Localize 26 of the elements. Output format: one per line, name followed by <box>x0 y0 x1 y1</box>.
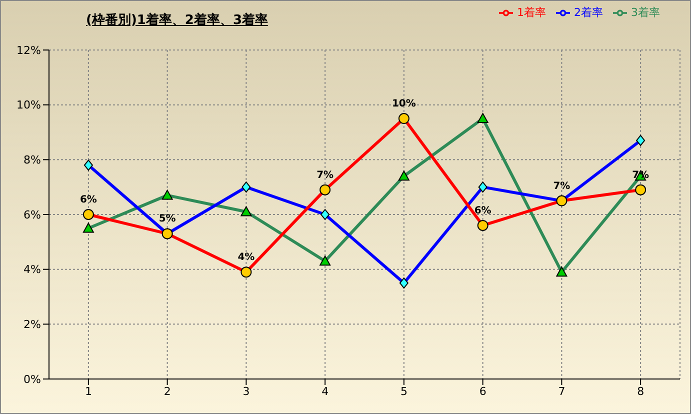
data-label: 6% <box>80 194 97 206</box>
x-tick-label: 8 <box>637 384 644 398</box>
x-tick-label: 6 <box>479 384 486 398</box>
x-tick-label: 5 <box>400 384 408 398</box>
y-tick-label: 6% <box>24 208 41 222</box>
y-tick-label: 4% <box>24 263 41 276</box>
x-tick-label: 4 <box>322 384 329 398</box>
data-label: 7% <box>316 170 334 181</box>
y-tick-label: 8% <box>24 154 41 167</box>
x-tick-label: 3 <box>242 384 250 398</box>
data-label: 7% <box>553 180 570 192</box>
legend-label: 3着率 <box>631 6 660 19</box>
data-label: 6% <box>474 205 492 216</box>
y-tick-label: 10% <box>16 98 41 112</box>
data-label: 4% <box>238 252 255 264</box>
data-label: 10% <box>392 98 416 110</box>
chart-title: (枠番別)1着率、2着率、3着率 <box>86 12 268 29</box>
y-tick-label: 0% <box>24 372 41 386</box>
y-tick-label: 12% <box>16 44 41 57</box>
legend-label: 2着率 <box>574 6 603 19</box>
x-tick-label: 7 <box>558 384 566 398</box>
x-tick-label: 1 <box>84 384 92 398</box>
x-tick-label: 2 <box>164 384 171 398</box>
legend-label: 1着率 <box>517 6 546 19</box>
data-label: 5% <box>158 214 176 225</box>
y-tick-label: 2% <box>24 318 41 332</box>
